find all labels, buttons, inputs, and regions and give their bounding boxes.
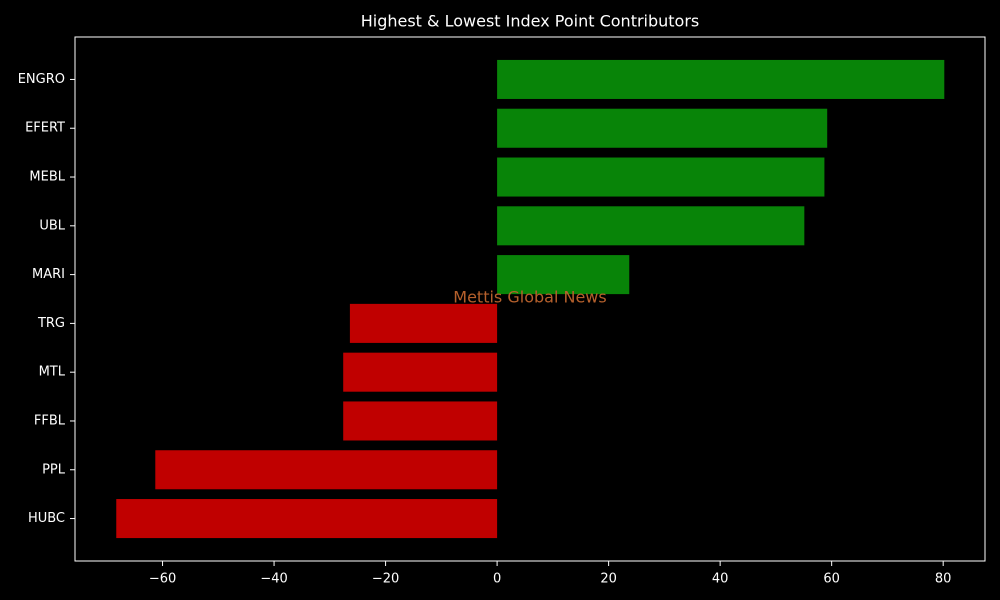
plot-frame — [74, 36, 986, 562]
y-tick-label: MARI — [32, 267, 65, 282]
bar — [343, 352, 498, 392]
x-tick-label: 20 — [600, 572, 617, 587]
y-tick-label: MTL — [39, 365, 66, 380]
chart-title: Highest & Lowest Index Point Contributor… — [361, 12, 700, 31]
y-tick-label: HUBC — [28, 511, 65, 526]
x-tick-label: −60 — [149, 572, 176, 587]
y-tick-label: FFBL — [34, 413, 66, 428]
watermark: Mettis Global News — [453, 288, 606, 307]
y-tick-label: PPL — [42, 462, 66, 477]
bar — [497, 59, 945, 99]
y-tick-label: MEBL — [29, 170, 65, 185]
x-tick-label: −20 — [372, 572, 399, 587]
bar — [343, 401, 498, 441]
bar — [497, 206, 805, 246]
y-tick-label: UBL — [39, 218, 65, 233]
bar — [349, 303, 498, 343]
x-tick-label: 60 — [823, 572, 840, 587]
plot: −60 −40 −20 0 20 40 60 80 ENGRO EFERT MEBL UBL MARI T… — [18, 59, 952, 587]
bar — [497, 108, 828, 148]
x-tick-label: 80 — [935, 572, 952, 587]
y-tick-label: ENGRO — [18, 72, 65, 87]
bar — [155, 450, 498, 490]
x-tick-label: 0 — [493, 572, 501, 587]
y-tick-label: TRG — [37, 316, 65, 331]
x-tick-label: −40 — [260, 572, 287, 587]
y-tick-label: EFERT — [25, 121, 65, 136]
x-tick-label: 40 — [712, 572, 729, 587]
bar — [497, 157, 825, 197]
bar — [497, 255, 630, 295]
bar — [116, 499, 498, 539]
